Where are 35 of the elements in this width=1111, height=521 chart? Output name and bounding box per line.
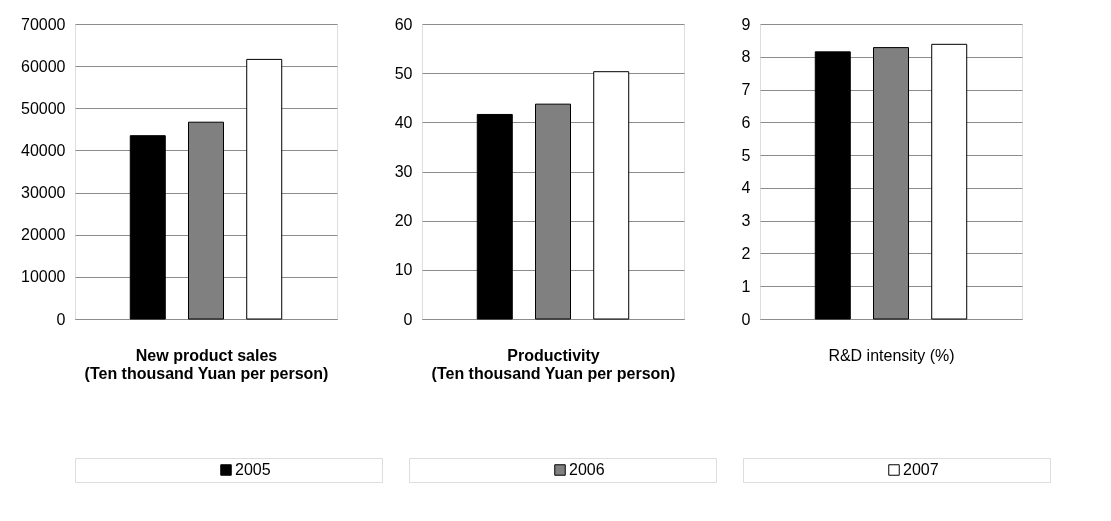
bar — [593, 71, 630, 320]
x-axis-title: R&D intensity (%) — [828, 346, 955, 364]
y-tick-label: 10 — [394, 261, 413, 279]
y-tick-label: 3 — [741, 212, 751, 230]
y-tick-label: 20000 — [21, 226, 66, 244]
legend-label: 2005 — [235, 461, 271, 478]
x-axis-title: Productivity (Ten thousand Yuan per person) — [431, 346, 676, 382]
y-tick-label: 50000 — [21, 99, 66, 117]
y-tick-label: 70000 — [21, 15, 66, 33]
x-axis-title: New product sales (Ten thousand Yuan per person) — [84, 346, 329, 382]
y-tick-label: 40000 — [21, 141, 66, 159]
y-tick-label: 2 — [741, 244, 751, 262]
y-tick-label: 10000 — [21, 268, 66, 286]
y-tick-label: 0 — [403, 310, 413, 328]
y-tick-label: 8 — [741, 48, 751, 66]
legend-label: 2006 — [569, 461, 605, 478]
y-tick-label: 0 — [56, 310, 66, 328]
y-tick-label: 6 — [741, 113, 751, 131]
y-tick-label: 4 — [741, 179, 751, 197]
bar — [476, 113, 513, 320]
legend-label: 2007 — [903, 461, 939, 478]
y-tick-label: 60000 — [21, 57, 66, 75]
y-tick-label: 30 — [394, 163, 413, 180]
y-tick-label: 50 — [394, 64, 413, 82]
bar — [129, 135, 166, 320]
y-tick-label: 5 — [741, 146, 751, 164]
y-tick-label: 9 — [741, 15, 751, 33]
y-tick-label: 30000 — [21, 184, 66, 202]
y-tick-label: 20 — [394, 212, 413, 230]
y-tick-label: 60 — [394, 15, 413, 33]
y-tick-label: 1 — [741, 277, 751, 295]
y-tick-label: 7 — [741, 81, 751, 99]
y-tick-label: 40 — [394, 113, 413, 131]
y-tick-label: 0 — [741, 310, 751, 328]
bar — [246, 58, 283, 320]
